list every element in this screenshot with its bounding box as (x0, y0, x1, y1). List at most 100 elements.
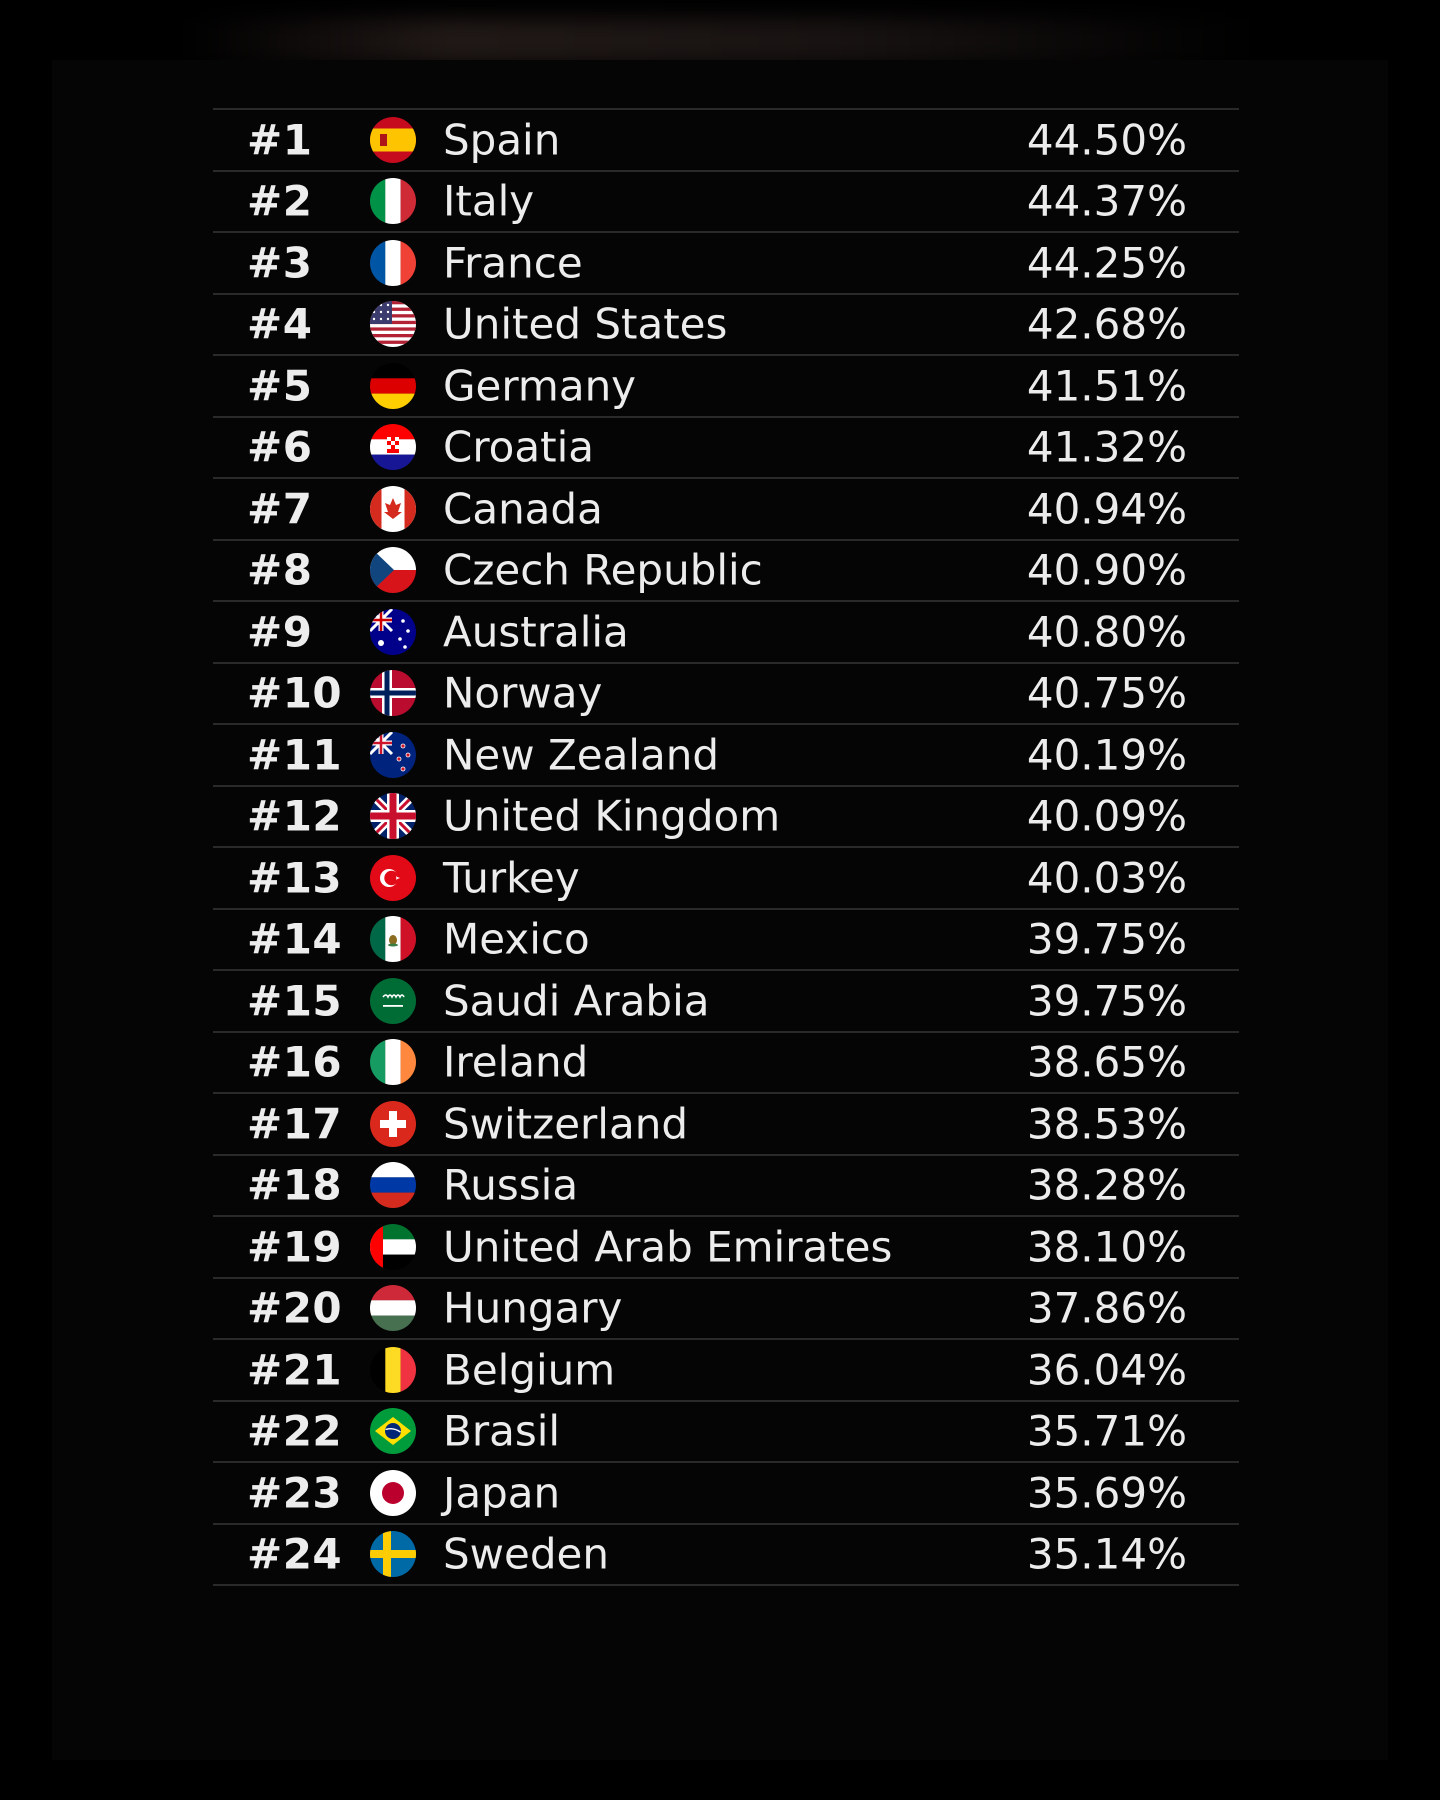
table-row: #14 Mexico 39.75% (213, 910, 1239, 971)
percentage-value: 35.14% (1026, 1529, 1187, 1579)
country-name: Czech Republic (443, 545, 763, 595)
rank-label: #3 (247, 238, 313, 288)
rank-label: #5 (247, 361, 313, 411)
rank-label: #11 (247, 730, 343, 780)
country-name: Japan (443, 1468, 561, 1518)
percentage-value: 39.75% (1026, 914, 1187, 964)
percentage-value: 42.68% (1026, 299, 1187, 349)
country-name: New Zealand (443, 730, 719, 780)
country-name: Croatia (443, 422, 594, 472)
flag-canada-icon (370, 485, 416, 532)
rank-label: #6 (247, 422, 313, 472)
flag-belgium-icon (370, 1346, 416, 1393)
country-name: Sweden (443, 1529, 609, 1579)
percentage-value: 40.19% (1026, 730, 1187, 780)
country-name: Germany (443, 361, 637, 411)
rank-label: #9 (247, 607, 313, 657)
country-name: Ireland (443, 1037, 589, 1087)
rank-label: #18 (247, 1160, 343, 1210)
percentage-value: 35.71% (1026, 1406, 1187, 1456)
country-name: Spain (443, 115, 561, 165)
flag-united-states-icon (370, 301, 416, 348)
table-row: #16 Ireland 38.65% (213, 1033, 1239, 1094)
percentage-value: 40.90% (1026, 545, 1187, 595)
flag-brazil-icon (370, 1408, 416, 1455)
rank-label: #2 (247, 176, 313, 226)
table-row: #21 Belgium 36.04% (213, 1340, 1239, 1402)
table-row: #4 United States 42.68% (213, 295, 1239, 356)
table-row: #15 Saudi Arabia 39.75% (213, 971, 1239, 1033)
rank-label: #17 (247, 1099, 343, 1149)
percentage-value: 35.69% (1026, 1468, 1187, 1518)
top-blur-glow (180, 18, 1260, 64)
percentage-value: 37.86% (1026, 1283, 1187, 1333)
rank-label: #23 (247, 1468, 343, 1518)
rank-label: #16 (247, 1037, 343, 1087)
table-row: #12 United Kingdom 40.09% (213, 787, 1239, 848)
country-name: France (443, 238, 583, 288)
country-name: United Arab Emirates (443, 1222, 893, 1272)
percentage-value: 38.28% (1026, 1160, 1187, 1210)
country-name: Saudi Arabia (443, 976, 710, 1026)
table-row: #19 United Arab Emirates 38.10% (213, 1217, 1239, 1279)
table-row: #2 Italy 44.37% (213, 172, 1239, 233)
flag-saudi-arabia-icon (370, 977, 416, 1024)
country-name: United Kingdom (443, 791, 781, 841)
country-name: Norway (443, 668, 603, 718)
percentage-value: 41.51% (1026, 361, 1187, 411)
table-row: #18 Russia 38.28% (213, 1156, 1239, 1217)
flag-france-icon (370, 239, 416, 286)
country-name: United States (443, 299, 728, 349)
flag-sweden-icon (370, 1531, 416, 1578)
percentage-value: 40.80% (1026, 607, 1187, 657)
table-row: #22 Brasil 35.71% (213, 1402, 1239, 1463)
percentage-value: 38.10% (1026, 1222, 1187, 1272)
country-name: Brasil (443, 1406, 561, 1456)
table-row: #5 Germany 41.51% (213, 356, 1239, 418)
country-name: Mexico (443, 914, 590, 964)
table-row: #17 Switzerland 38.53% (213, 1094, 1239, 1156)
table-row: #3 France 44.25% (213, 233, 1239, 295)
percentage-value: 40.94% (1026, 484, 1187, 534)
table-row: #8 Czech Republic 40.90% (213, 541, 1239, 602)
flag-czech-republic-icon (370, 547, 416, 594)
flag-norway-icon (370, 670, 416, 717)
flag-italy-icon (370, 178, 416, 225)
rank-label: #10 (247, 668, 343, 718)
percentage-value: 41.32% (1026, 422, 1187, 472)
flag-spain-icon (370, 116, 416, 163)
country-name: Switzerland (443, 1099, 688, 1149)
percentage-value: 40.09% (1026, 791, 1187, 841)
rank-label: #8 (247, 545, 313, 595)
flag-japan-icon (370, 1469, 416, 1516)
country-name: Canada (443, 484, 603, 534)
country-name: Hungary (443, 1283, 623, 1333)
rank-label: #19 (247, 1222, 343, 1272)
rank-label: #14 (247, 914, 343, 964)
percentage-value: 40.75% (1026, 668, 1187, 718)
rank-label: #12 (247, 791, 343, 841)
table-row: #9 Australia 40.80% (213, 602, 1239, 664)
table-row: #7 Canada 40.94% (213, 479, 1239, 541)
table-row: #20 Hungary 37.86% (213, 1279, 1239, 1340)
rank-label: #15 (247, 976, 343, 1026)
percentage-value: 44.50% (1026, 115, 1187, 165)
flag-australia-icon (370, 608, 416, 655)
flag-switzerland-icon (370, 1100, 416, 1147)
rank-label: #21 (247, 1345, 343, 1395)
table-row: #23 Japan 35.69% (213, 1463, 1239, 1525)
country-name: Australia (443, 607, 629, 657)
percentage-value: 39.75% (1026, 976, 1187, 1026)
flag-united-arab-emirates-icon (370, 1223, 416, 1270)
flag-croatia-icon (370, 424, 416, 471)
rank-label: #22 (247, 1406, 343, 1456)
flag-turkey-icon (370, 854, 416, 901)
flag-mexico-icon (370, 916, 416, 963)
flag-germany-icon (370, 362, 416, 409)
flag-russia-icon (370, 1162, 416, 1209)
table-row: #10 Norway 40.75% (213, 664, 1239, 725)
table-row: #11 New Zealand 40.19% (213, 725, 1239, 787)
flag-united-kingdom-icon (370, 793, 416, 840)
country-name: Italy (443, 176, 535, 226)
content-frame (52, 60, 1388, 1760)
